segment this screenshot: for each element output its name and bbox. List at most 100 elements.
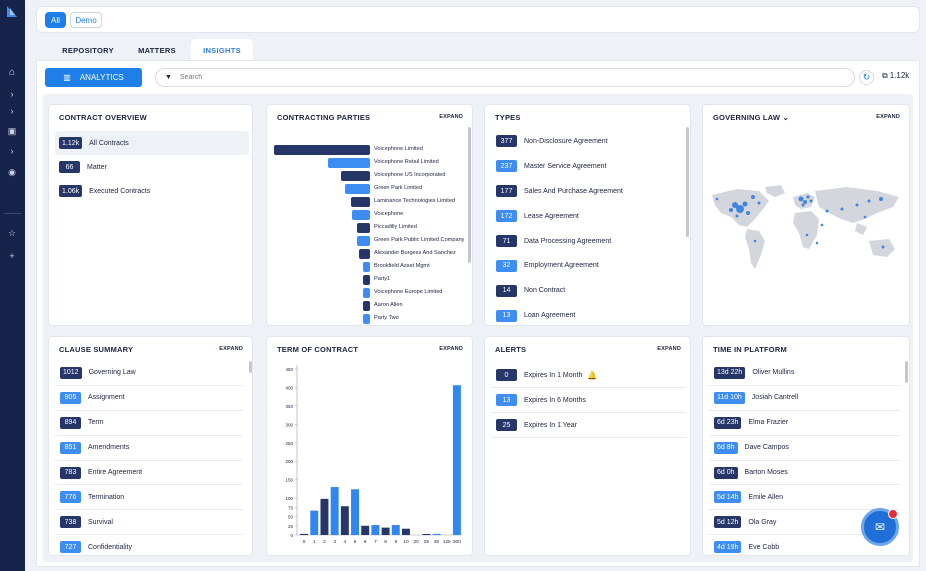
type-item[interactable]: 172 Lease Agreement xyxy=(491,204,681,229)
party-bar[interactable] xyxy=(350,197,370,207)
tab-matters[interactable]: MATTERS xyxy=(138,45,176,55)
term-bar[interactable] xyxy=(422,534,431,535)
term-bar[interactable] xyxy=(351,489,360,535)
type-item[interactable]: 237 Master Service Agreement xyxy=(491,154,681,179)
type-item[interactable]: 71 Data Processing Agreement xyxy=(491,229,681,254)
clause-item[interactable]: 894 Term xyxy=(55,411,243,436)
expand-button[interactable]: EXPAND xyxy=(876,114,900,120)
count-badge: 13 xyxy=(496,394,517,406)
list-item[interactable]: 1.12k All Contracts xyxy=(55,131,249,155)
filter-icon[interactable]: ▼ xyxy=(165,74,172,81)
party-bar[interactable] xyxy=(274,145,370,155)
term-bar[interactable] xyxy=(401,528,410,535)
home-icon[interactable]: ⌂ xyxy=(8,66,16,78)
term-bar[interactable] xyxy=(452,385,461,535)
user-item[interactable]: 13d 22h Oliver Mullins xyxy=(709,361,900,386)
party-bar[interactable] xyxy=(363,288,370,298)
type-item[interactable]: 14 Non Contract xyxy=(491,278,681,303)
star-icon[interactable]: ☆ xyxy=(7,227,17,238)
expand-button[interactable]: EXPAND xyxy=(439,114,463,120)
party-bar[interactable] xyxy=(341,171,370,181)
card-title: CONTRACTING PARTIES xyxy=(277,113,371,122)
clause-item[interactable]: 905 Assignment xyxy=(55,386,243,411)
plus-icon[interactable]: + xyxy=(9,251,15,261)
clause-item[interactable]: 727 Confidentiality xyxy=(55,535,243,555)
user-item[interactable]: 11d 10h Josiah Cantrell xyxy=(709,386,900,411)
term-bar[interactable] xyxy=(361,525,370,535)
scrollbar[interactable] xyxy=(905,361,908,383)
clause-item[interactable]: 776 Termination xyxy=(55,486,243,511)
type-item[interactable]: 13 Loan Agreement xyxy=(491,303,681,325)
card-title[interactable]: GOVERNING LAW ⌄ xyxy=(713,113,789,122)
party-bar[interactable] xyxy=(363,301,370,311)
term-bar[interactable] xyxy=(330,487,339,535)
term-bar[interactable] xyxy=(320,498,329,535)
party-bar[interactable] xyxy=(356,223,370,233)
alert-item[interactable]: 25 Expires In 1 Year xyxy=(491,413,686,438)
term-bar[interactable] xyxy=(432,533,441,535)
count-badge: 5d 14h xyxy=(714,491,742,504)
party-bar[interactable] xyxy=(356,236,370,246)
term-of-contract-card: TERM OF CONTRACT EXPAND 0 25 50 75 100 150 200… xyxy=(266,336,473,556)
y-tick-label: 350 xyxy=(285,404,293,409)
alert-item[interactable]: 0 Expires In 1 Month 🔔 xyxy=(491,363,686,388)
party-bar[interactable] xyxy=(351,210,370,220)
party-bar[interactable] xyxy=(359,249,370,259)
term-bar[interactable] xyxy=(310,510,319,535)
party-bar[interactable] xyxy=(345,184,370,194)
help-chat-button[interactable]: ✉ xyxy=(861,508,899,546)
party-bar[interactable] xyxy=(363,262,370,272)
clause-item[interactable]: 1012 Governing Law xyxy=(55,361,243,386)
term-bar[interactable] xyxy=(391,525,400,535)
scrollbar[interactable] xyxy=(249,361,252,373)
clause-item[interactable]: 851 Amendments xyxy=(55,436,243,461)
term-bar[interactable] xyxy=(300,533,309,535)
filter-demo-button[interactable]: Demo xyxy=(70,12,102,28)
type-item[interactable]: 177 Sales And Purchase Agreement xyxy=(491,179,681,204)
party-bar[interactable] xyxy=(327,158,370,168)
term-bar[interactable] xyxy=(381,527,390,535)
term-bar-chart[interactable]: 0 25 50 75 100 150 200 250 300 350 400 450 0 1 2 3 4 5 6 7 8… xyxy=(267,337,473,556)
type-item[interactable]: 32 Employment Agreement xyxy=(491,254,681,279)
term-bar[interactable] xyxy=(340,506,349,535)
expand-arrow-icon[interactable]: › xyxy=(10,89,14,99)
expand-arrow-icon[interactable]: › xyxy=(10,146,14,156)
user-item[interactable]: 6d 23h Elma Frazier xyxy=(709,411,900,436)
x-tick-label: 3 xyxy=(333,539,336,545)
refresh-icon[interactable]: ↻ xyxy=(859,70,874,85)
expand-button[interactable]: EXPAND xyxy=(439,346,463,352)
clause-item[interactable]: 783 Entire Agreement xyxy=(55,461,243,486)
scrollbar[interactable] xyxy=(468,127,471,263)
world-map[interactable] xyxy=(707,183,907,279)
analytics-button[interactable]: ▥ ANALYTICS xyxy=(45,68,142,87)
document-icon[interactable]: ▣ xyxy=(7,125,17,136)
expand-button[interactable]: EXPAND xyxy=(657,346,681,352)
tab-insights[interactable]: INSIGHTS xyxy=(191,39,253,61)
filter-all-button[interactable]: All xyxy=(45,12,66,28)
user-item[interactable]: 5d 14h Emile Allen xyxy=(709,486,900,511)
user-item[interactable]: 4d 19h Eve Cobb xyxy=(709,535,900,555)
item-label: Non-Disclosure Agreement xyxy=(524,137,608,145)
user-item[interactable]: 6d 8h Dave Campos xyxy=(709,436,900,461)
user-item[interactable]: 5d 12h Ola Gray xyxy=(709,510,900,536)
workspace-filter-bar: All Demo xyxy=(36,6,920,33)
alert-item[interactable]: 13 Expires In 6 Months xyxy=(491,388,686,413)
party-bar[interactable] xyxy=(363,314,370,324)
expand-button[interactable]: EXPAND xyxy=(219,346,243,352)
list-item[interactable]: 66 Matter xyxy=(55,156,249,178)
expand-arrow-icon[interactable]: › xyxy=(10,106,14,116)
term-bar[interactable] xyxy=(371,525,380,535)
card-title: TIME IN PLATFORM xyxy=(713,345,787,354)
user-item[interactable]: 6d 0h Barton Moses xyxy=(709,461,900,486)
type-item[interactable]: 377 Non-Disclosure Agreement xyxy=(491,129,681,154)
app-logo[interactable] xyxy=(5,5,19,19)
search-input[interactable] xyxy=(179,74,820,81)
list-item[interactable]: 1.06k Executed Contracts xyxy=(55,180,249,202)
party-bar[interactable] xyxy=(363,275,370,285)
scrollbar[interactable] xyxy=(686,127,689,237)
tab-repository[interactable]: REPOSITORY xyxy=(62,45,114,55)
party-label: Laminance Technologies Limited xyxy=(374,198,456,204)
card-title: TERM OF CONTRACT xyxy=(277,345,359,354)
clause-item[interactable]: 738 Survival xyxy=(55,510,243,536)
settings-icon[interactable]: ◉ xyxy=(8,166,16,177)
